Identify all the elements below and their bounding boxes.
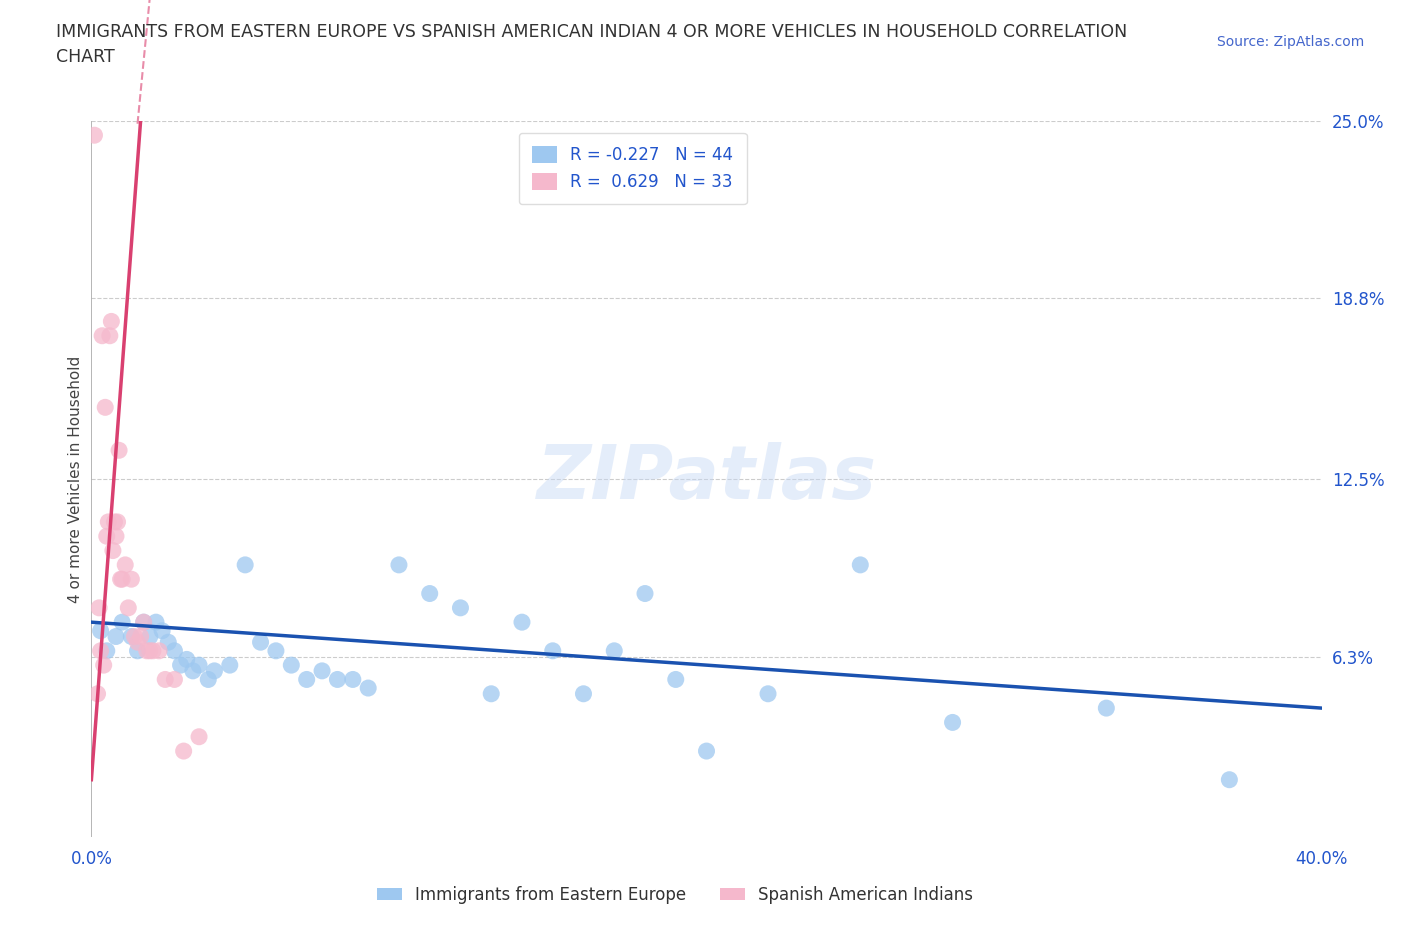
- Point: [111, 572, 134, 587]
- Point: [124, 629, 146, 644]
- Point: [129, 629, 152, 644]
- Point: [101, 543, 124, 558]
- Point: [665, 672, 688, 687]
- Point: [105, 629, 127, 644]
- Point: [173, 744, 195, 759]
- Point: [202, 663, 225, 678]
- Y-axis label: 4 or more Vehicles in Household: 4 or more Vehicles in Household: [67, 355, 83, 603]
- Point: [326, 672, 349, 687]
- Point: [127, 644, 149, 658]
- Point: [87, 601, 110, 616]
- Legend: R = -0.227   N = 44, R =  0.629   N = 33: R = -0.227 N = 44, R = 0.629 N = 33: [519, 133, 747, 205]
- Legend: Immigrants from Eastern Europe, Spanish American Indians: Immigrants from Eastern Europe, Spanish …: [370, 879, 980, 910]
- Point: [295, 672, 318, 687]
- Point: [849, 557, 872, 572]
- Point: [105, 529, 127, 544]
- Point: [139, 629, 162, 644]
- Point: [388, 557, 411, 572]
- Point: [148, 644, 170, 658]
- Point: [90, 644, 112, 658]
- Point: [449, 601, 471, 616]
- Point: [357, 681, 380, 696]
- Point: [107, 514, 129, 529]
- Point: [264, 644, 287, 658]
- Point: [83, 127, 105, 142]
- Point: [572, 686, 595, 701]
- Point: [941, 715, 963, 730]
- Point: [142, 644, 165, 658]
- Point: [120, 572, 142, 587]
- Point: [94, 400, 117, 415]
- Point: [110, 572, 132, 587]
- Point: [218, 658, 240, 672]
- Point: [100, 314, 122, 329]
- Point: [419, 586, 441, 601]
- Point: [342, 672, 364, 687]
- Text: Source: ZipAtlas.com: Source: ZipAtlas.com: [1216, 35, 1364, 49]
- Point: [145, 615, 167, 630]
- Point: [756, 686, 779, 701]
- Point: [127, 635, 149, 650]
- Point: [176, 652, 198, 667]
- Point: [108, 443, 131, 458]
- Point: [132, 615, 155, 630]
- Point: [91, 328, 114, 343]
- Point: [188, 658, 211, 672]
- Point: [233, 557, 256, 572]
- Point: [510, 615, 533, 630]
- Point: [1095, 700, 1118, 715]
- Point: [98, 328, 121, 343]
- Point: [311, 663, 333, 678]
- Point: [111, 615, 134, 630]
- Point: [96, 644, 118, 658]
- Point: [93, 658, 115, 672]
- Point: [479, 686, 502, 701]
- Point: [249, 635, 271, 650]
- Point: [163, 644, 186, 658]
- Point: [96, 529, 118, 544]
- Point: [117, 601, 139, 616]
- Point: [280, 658, 302, 672]
- Point: [153, 672, 177, 687]
- Point: [181, 663, 204, 678]
- Point: [541, 644, 564, 658]
- Point: [97, 514, 120, 529]
- Point: [163, 672, 186, 687]
- Text: IMMIGRANTS FROM EASTERN EUROPE VS SPANISH AMERICAN INDIAN 4 OR MORE VEHICLES IN : IMMIGRANTS FROM EASTERN EUROPE VS SPANIS…: [56, 23, 1128, 41]
- Point: [197, 672, 219, 687]
- Point: [188, 729, 211, 744]
- Point: [132, 615, 155, 630]
- Point: [103, 514, 125, 529]
- Point: [90, 623, 112, 638]
- Point: [603, 644, 626, 658]
- Point: [634, 586, 657, 601]
- Point: [114, 557, 136, 572]
- Point: [120, 629, 142, 644]
- Text: ZIPatlas: ZIPatlas: [537, 443, 876, 515]
- Point: [86, 686, 108, 701]
- Point: [139, 644, 162, 658]
- Text: CHART: CHART: [56, 48, 115, 66]
- Point: [169, 658, 191, 672]
- Point: [157, 635, 180, 650]
- Point: [135, 644, 157, 658]
- Point: [1218, 772, 1240, 787]
- Point: [150, 623, 173, 638]
- Point: [695, 744, 717, 759]
